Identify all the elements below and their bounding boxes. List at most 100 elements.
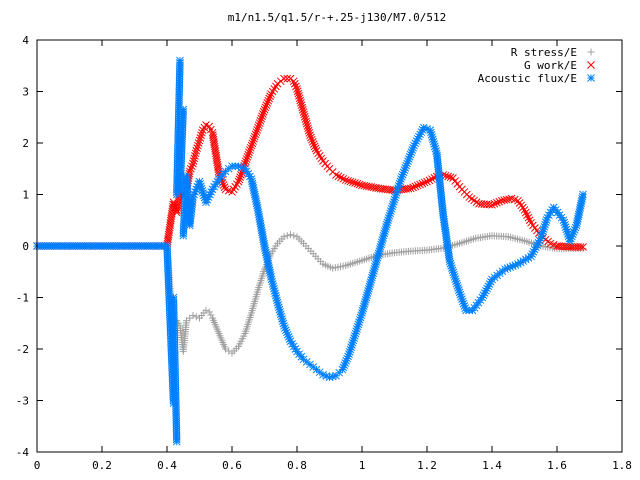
x-tick-label: 0 (34, 459, 41, 472)
data-point (260, 105, 269, 114)
data-point (266, 92, 274, 101)
data-point (296, 96, 305, 105)
data-point (441, 171, 450, 180)
data-point (189, 159, 197, 168)
data-point (303, 122, 312, 130)
y-tick-label: 1 (22, 189, 29, 202)
data-point (259, 110, 267, 118)
data-point (254, 123, 262, 132)
data-point (207, 311, 215, 319)
data-point (294, 89, 303, 98)
data-point (367, 183, 376, 191)
data-point (337, 173, 345, 182)
data-point (280, 233, 288, 241)
data-point (302, 117, 310, 126)
data-point (290, 232, 298, 240)
data-point (234, 177, 243, 186)
data-point (300, 110, 309, 119)
plot-markers (33, 56, 587, 446)
data-point (310, 142, 319, 151)
data-point (246, 143, 255, 152)
data-point (256, 116, 265, 125)
data-point (495, 197, 504, 206)
axis-tick-labels: 0 0.2 0.4 0.6 0.8 1 1.2 1.4 1.6 1.8 -4 -3 -2 -1 0 1 2 3 4 (16, 34, 632, 472)
data-point (242, 155, 251, 163)
data-point (341, 176, 350, 184)
data-point (202, 306, 210, 314)
x-tick-label: 0.2 (92, 459, 112, 472)
data-point (237, 171, 245, 179)
data-point (264, 96, 273, 105)
legend-marker (587, 61, 595, 69)
data-point (195, 136, 204, 145)
data-point (524, 213, 533, 222)
data-point (283, 232, 291, 240)
data-point (283, 74, 292, 83)
data-point (194, 139, 203, 147)
data-point (309, 140, 318, 148)
x-tick-label: 1.2 (417, 459, 437, 472)
data-point (362, 182, 371, 190)
y-tick-label: -1 (16, 292, 29, 305)
data-point (304, 126, 313, 135)
data-point (263, 99, 272, 107)
data-point (428, 175, 436, 183)
data-point (297, 98, 305, 107)
data-point (304, 124, 312, 133)
data-point (235, 175, 244, 184)
data-point (295, 92, 303, 100)
data-point (490, 199, 499, 208)
data-point (250, 132, 259, 141)
data-point (311, 144, 320, 153)
data-point (188, 162, 196, 171)
series-3 (33, 56, 587, 446)
data-point (339, 174, 348, 183)
data-point (280, 74, 288, 83)
y-tick-label: -3 (16, 395, 29, 408)
data-point (332, 171, 340, 179)
data-point (409, 183, 417, 192)
data-point (198, 128, 206, 137)
data-point (205, 308, 213, 316)
data-point (346, 177, 355, 186)
data-point (520, 206, 529, 214)
data-point (523, 211, 531, 219)
data-point (444, 172, 452, 181)
legend-label: R stress/E (511, 46, 577, 59)
data-point (416, 180, 424, 189)
data-point (197, 131, 205, 140)
data-point (193, 144, 201, 153)
x-tick-label: 1.8 (612, 459, 632, 472)
data-point (245, 148, 253, 157)
data-point (307, 133, 315, 142)
data-point (579, 245, 587, 253)
data-point (248, 139, 257, 148)
data-point (189, 312, 197, 320)
y-tick-label: 3 (22, 86, 29, 99)
data-point (358, 181, 366, 190)
data-point (493, 198, 501, 207)
data-point (308, 138, 317, 146)
data-point (196, 133, 205, 142)
data-point (298, 103, 307, 112)
data-point (353, 179, 362, 188)
data-point (247, 141, 256, 150)
data-point (500, 196, 509, 205)
data-point (295, 94, 304, 103)
data-point (372, 184, 380, 192)
data-point (298, 105, 307, 114)
data-point (186, 164, 195, 173)
data-point (351, 179, 359, 187)
data-point (446, 173, 455, 182)
data-point (293, 85, 301, 93)
data-point (418, 179, 427, 188)
data-point (191, 152, 199, 160)
data-point (423, 177, 431, 186)
data-point (289, 77, 298, 86)
data-point (579, 243, 587, 251)
legend-label: G work/E (524, 59, 577, 72)
data-point (334, 172, 343, 181)
data-point (297, 101, 306, 110)
data-point (246, 146, 254, 154)
